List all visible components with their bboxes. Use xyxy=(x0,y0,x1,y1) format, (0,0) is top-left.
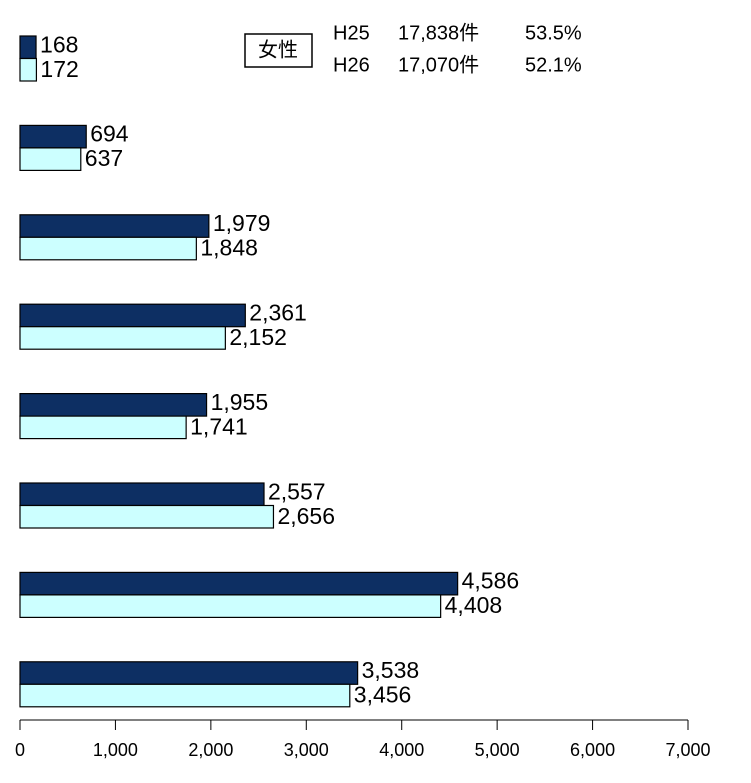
x-tick-label: 7,000 xyxy=(665,740,710,760)
value-label: 2,656 xyxy=(277,503,335,529)
x-tick-label: 1,000 xyxy=(93,740,138,760)
legend-total: 17,838件 xyxy=(398,21,479,44)
value-label: 172 xyxy=(40,56,78,82)
bar xyxy=(19,236,197,261)
bar xyxy=(19,594,442,619)
x-tick-label: 6,000 xyxy=(570,740,615,760)
legend-share: 53.5% xyxy=(525,22,582,44)
title-box xyxy=(244,33,313,68)
bar xyxy=(19,303,246,328)
bar xyxy=(19,214,210,238)
x-tick-label: 2,000 xyxy=(188,740,233,760)
legend-share: 52.1% xyxy=(525,54,582,76)
value-label: 637 xyxy=(85,145,123,171)
value-label: 3,456 xyxy=(354,682,412,708)
bar xyxy=(19,57,38,82)
value-label: 3,538 xyxy=(362,657,420,683)
value-label: 2,361 xyxy=(249,300,307,326)
bar xyxy=(19,661,359,685)
legend-total: 17,070件 xyxy=(398,53,479,76)
bar xyxy=(19,147,82,171)
chart-title: 女性 xyxy=(258,38,298,61)
value-label: 694 xyxy=(90,121,129,147)
value-label: 1,741 xyxy=(190,413,248,439)
value-label: 1,848 xyxy=(200,235,258,261)
value-label: 2,152 xyxy=(229,324,287,350)
bar xyxy=(19,504,275,529)
value-label: 1,955 xyxy=(211,389,269,415)
bar xyxy=(19,35,37,60)
bar xyxy=(19,683,351,708)
bar xyxy=(19,326,226,350)
bar xyxy=(19,124,87,149)
value-label: 1,979 xyxy=(213,210,271,236)
bar xyxy=(19,393,208,417)
x-tick-label: 0 xyxy=(15,740,25,760)
x-tick-label: 4,000 xyxy=(379,740,424,760)
value-label: 168 xyxy=(40,31,78,57)
bar xyxy=(19,571,459,596)
bar xyxy=(19,415,187,440)
bar xyxy=(19,482,265,507)
value-label: 4,586 xyxy=(462,568,520,594)
value-label: 4,408 xyxy=(445,592,503,618)
value-label: 2,557 xyxy=(268,478,326,504)
legend-name: H25 xyxy=(333,22,370,44)
x-tick-label: 5,000 xyxy=(475,740,520,760)
x-tick-label: 3,000 xyxy=(284,740,329,760)
legend-name: H26 xyxy=(333,54,370,76)
